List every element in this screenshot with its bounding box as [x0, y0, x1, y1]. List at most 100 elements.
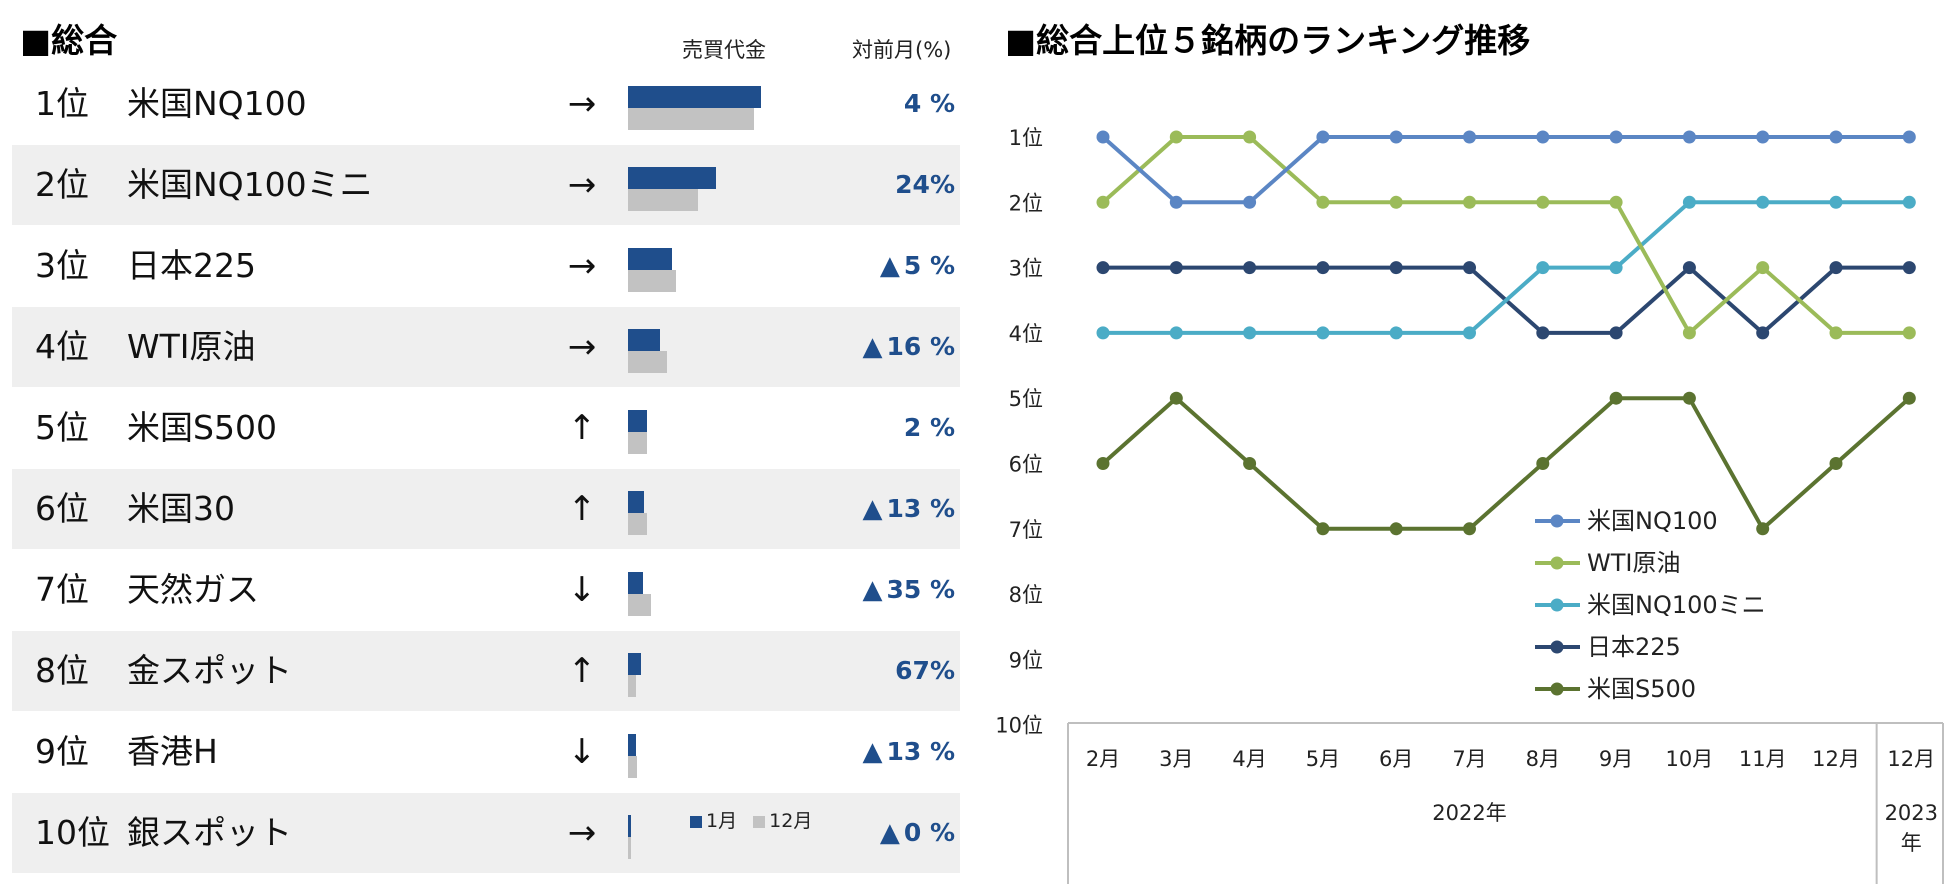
dec-volume-bar: [628, 270, 676, 292]
mom-percent: ▲ 0 %: [880, 793, 955, 873]
ranking-row: 1位 米国NQ100 → 4 %: [12, 64, 960, 144]
x-tick-label: 8月: [1526, 747, 1560, 771]
x-tick-label: 11月: [1739, 747, 1787, 771]
data-point: [1243, 130, 1257, 144]
mom-value: 13 %: [886, 737, 955, 766]
data-point: [1463, 522, 1476, 536]
y-tick-label: 3位: [1009, 257, 1043, 281]
trend-arrow: →: [567, 84, 597, 124]
data-point: [1096, 195, 1110, 209]
ranking-row: 4位 WTI原油 → ▲ 16 %: [12, 307, 960, 387]
ranking-row: 7位 天然ガス ↓ ▲ 35 %: [12, 550, 960, 630]
mom-percent: 4 %: [904, 64, 955, 144]
series-line: [1101, 396, 1911, 531]
mom-percent: 2 %: [904, 388, 955, 468]
data-point: [1682, 130, 1696, 144]
data-point: [1829, 195, 1843, 209]
jan-volume-bar: [628, 572, 643, 594]
series-line: [1103, 265, 1910, 335]
instrument-name: 金スポット: [127, 651, 292, 690]
series-line: [1101, 135, 1910, 205]
dec-volume-bar: [628, 351, 667, 373]
volume-column-header: 売買代金: [682, 38, 766, 62]
y-tick-label: 1位: [1009, 126, 1043, 150]
legend-marker: [1550, 598, 1564, 612]
rank-label: 10位: [35, 813, 110, 852]
jan-volume-bar: [628, 734, 636, 756]
trend-arrow: ↓: [567, 732, 597, 772]
y-tick-label: 4位: [1009, 322, 1043, 346]
instrument-name: 米国S500: [127, 408, 277, 447]
negative-triangle-icon: ▲: [862, 575, 883, 605]
x-tick-label: 12月: [1812, 747, 1860, 771]
data-point: [1609, 391, 1623, 405]
mom-value: 16 %: [886, 332, 955, 361]
data-point: [1463, 130, 1476, 144]
data-point: [1756, 261, 1770, 275]
data-point: [1169, 195, 1183, 209]
jan-volume-bar: [628, 491, 644, 513]
jan-volume-bar: [628, 329, 660, 351]
x-tick-label: 5月: [1306, 747, 1340, 771]
data-point: [1169, 261, 1183, 275]
rank-label: 5位: [35, 408, 89, 447]
mom-value: 0 %: [903, 818, 955, 847]
mom-value: 5 %: [903, 251, 955, 280]
x-tick-label: 9月: [1599, 747, 1633, 771]
data-point: [1316, 326, 1330, 340]
year-group-label: 2022年: [1432, 801, 1506, 825]
rank-label: 1位: [35, 84, 89, 123]
bar-legend: 1月 12月: [690, 806, 812, 833]
data-point: [1463, 195, 1476, 209]
legend-label: 米国S500: [1587, 675, 1696, 703]
ranking-row: 8位 金スポット ↑ 67%: [12, 631, 960, 711]
rank-label: 3位: [35, 246, 89, 285]
mom-value: 2 %: [903, 413, 955, 442]
jan-volume-bar: [628, 653, 642, 675]
rank-label: 2位: [35, 165, 89, 204]
data-point: [1536, 326, 1550, 340]
trend-arrow: →: [567, 813, 597, 853]
dec-volume-bar: [628, 513, 647, 535]
jan-volume-bar: [628, 815, 631, 837]
data-point: [1756, 195, 1770, 209]
ranking-row: 3位 日本225 → ▲ 5 %: [12, 226, 960, 306]
data-point: [1316, 130, 1330, 144]
jan-volume-bar: [628, 86, 761, 108]
data-point: [1096, 326, 1110, 340]
x-tick-label: 4月: [1232, 747, 1266, 771]
jan-volume-bar: [628, 410, 647, 432]
ranking-table-panel: ■総合 売買代金 対前月(%) 1位 米国NQ100 → 4 % 2位 米国NQ100ミニ…: [0, 0, 970, 884]
data-point: [1463, 261, 1476, 275]
y-tick-label: 8位: [1009, 583, 1043, 607]
mom-value: 24%: [895, 170, 955, 199]
y-tick-label: 2位: [1009, 191, 1043, 215]
data-point: [1316, 261, 1330, 275]
instrument-name: 銀スポット: [127, 813, 292, 852]
rank-label: 6位: [35, 489, 89, 528]
data-point: [1389, 326, 1403, 340]
instrument-name: 米国30: [127, 489, 235, 528]
data-point: [1389, 261, 1403, 275]
y-tick-label: 9位: [1009, 648, 1043, 672]
data-point: [1829, 326, 1843, 340]
dec-legend-label: 12月: [769, 810, 813, 832]
ranking-row: 9位 香港H ↓ ▲ 13 %: [12, 712, 960, 792]
data-point: [1389, 130, 1403, 144]
data-point: [1682, 391, 1696, 405]
data-point: [1829, 261, 1843, 275]
legend-label: 米国NQ100ミニ: [1587, 591, 1766, 619]
data-point: [1682, 261, 1696, 275]
ranking-row: 10位 銀スポット → ▲ 0 %: [12, 793, 960, 873]
data-point: [1829, 130, 1843, 144]
data-point: [1902, 391, 1916, 405]
y-tick-label: 7位: [1009, 518, 1043, 542]
x-tick-label: 12月: [1887, 747, 1935, 771]
mom-percent: ▲ 16 %: [862, 307, 955, 387]
data-point: [1609, 261, 1623, 275]
dec-volume-bar: [628, 108, 755, 130]
dec-volume-bar: [628, 837, 631, 859]
x-tick-label: 2月: [1086, 747, 1120, 771]
rank-label: 7位: [35, 570, 89, 609]
legend-label: WTI原油: [1587, 549, 1680, 577]
